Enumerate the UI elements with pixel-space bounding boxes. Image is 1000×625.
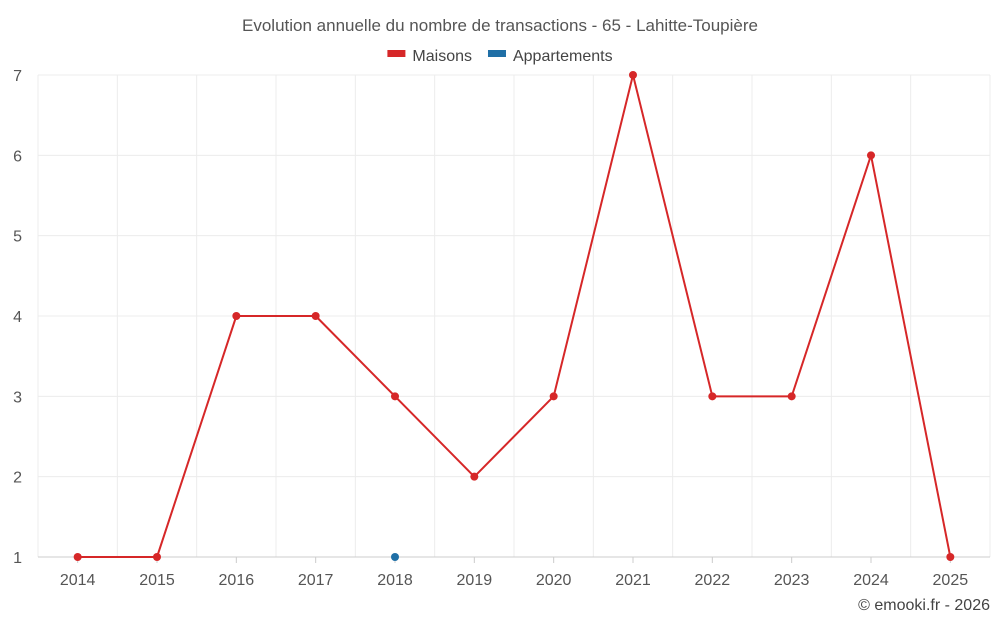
y-axis: 1 2 3 4 5 6 7 (13, 68, 22, 567)
data-point[interactable] (867, 151, 875, 160)
x-tick-label: 2018 (377, 572, 413, 589)
legend-label: Maisons (412, 48, 472, 65)
data-point[interactable] (73, 553, 82, 561)
y-tick-label: 2 (13, 470, 22, 487)
chart-title: Evolution annuelle du nombre de transact… (242, 16, 758, 35)
y-tick-label: 7 (13, 68, 22, 85)
y-tick-label: 1 (13, 550, 22, 567)
credit-text: © emooki.fr - 2026 (858, 597, 990, 614)
series-maisons (73, 71, 955, 561)
grid (37, 74, 991, 558)
x-tick-label: 2025 (933, 572, 969, 589)
y-tick-label: 3 (13, 389, 22, 406)
legend-swatch (487, 50, 506, 57)
x-axis: 2014 2015 2016 2017 2018 2019 2020 2021 2022 2023… (38, 556, 990, 589)
series-layer (73, 71, 955, 561)
data-point[interactable] (391, 392, 399, 401)
data-point[interactable] (391, 553, 399, 561)
x-tick-label: 2023 (774, 572, 810, 589)
data-point[interactable] (470, 472, 479, 481)
data-point[interactable] (549, 392, 558, 401)
x-tick-label: 2016 (219, 572, 255, 589)
legend: Maisons Appartements (387, 48, 613, 65)
x-tick-label: 2022 (695, 572, 731, 589)
x-tick-label: 2017 (298, 572, 334, 589)
x-tick-label: 2019 (457, 572, 493, 589)
legend-item[interactable]: Appartements (487, 48, 613, 65)
series-line (77, 74, 952, 558)
legend-label: Appartements (513, 48, 613, 65)
legend-item[interactable]: Maisons (387, 48, 472, 65)
data-point[interactable] (629, 71, 637, 79)
x-tick-label: 2020 (536, 572, 572, 589)
data-point[interactable] (708, 392, 717, 401)
data-point[interactable] (153, 553, 161, 561)
x-tick-label: 2021 (615, 572, 651, 589)
y-tick-label: 4 (13, 309, 22, 326)
legend-swatch (387, 50, 406, 57)
data-point[interactable] (232, 312, 241, 320)
x-tick-label: 2015 (139, 572, 175, 589)
data-point[interactable] (311, 312, 320, 320)
data-point[interactable] (787, 392, 796, 401)
y-tick-label: 5 (13, 229, 22, 246)
x-tick-label: 2024 (853, 572, 889, 589)
y-tick-label: 6 (13, 148, 22, 165)
data-point[interactable] (946, 553, 955, 561)
series-appartements (391, 553, 399, 561)
x-tick-label: 2014 (60, 572, 96, 589)
